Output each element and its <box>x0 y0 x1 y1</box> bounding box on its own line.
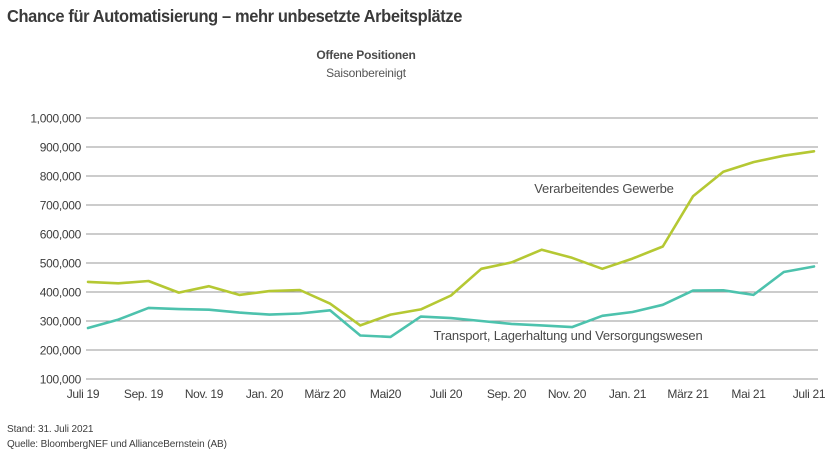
x-tick-label: Sep. 19 <box>124 387 164 401</box>
y-tick-label: 500,000 <box>40 257 82 271</box>
x-tick-label: März 20 <box>304 387 346 401</box>
x-tick-label: Nov. 19 <box>185 387 224 401</box>
x-tick-label: Jan. 21 <box>609 387 647 401</box>
x-tick-label: Mai20 <box>370 387 402 401</box>
source-text: Quelle: BloombergNEF und AllianceBernste… <box>7 439 227 450</box>
series-label-transport: Transport, Lagerhaltung und Versorgungsw… <box>433 328 703 343</box>
x-tick-label: Jan. 20 <box>246 387 284 401</box>
x-tick-label: Mai 21 <box>731 387 766 401</box>
y-tick-label: 700,000 <box>40 199 82 213</box>
x-tick-label: Sep. 20 <box>487 387 527 401</box>
x-tick-label: Juli 19 <box>67 387 100 401</box>
series-label-verarbeitendes-gewerbe: Verarbeitendes Gewerbe <box>534 181 674 196</box>
y-tick-label: 100,000 <box>40 373 82 387</box>
y-axis-labels: 100,000 200,000 300,000 400,000 500,000 600,0… <box>30 112 82 387</box>
page-title: Chance für Automatisierung – mehr unbese… <box>7 6 463 26</box>
y-tick-label: 300,000 <box>40 315 82 329</box>
series-lines <box>86 150 816 339</box>
y-tick-label: 200,000 <box>40 344 82 358</box>
y-tick-label: 1,000,000 <box>30 112 81 126</box>
x-tick-label: Nov. 20 <box>548 387 587 401</box>
x-tick-label: März 21 <box>667 387 709 401</box>
y-tick-label: 600,000 <box>40 228 82 242</box>
series-line-transport <box>86 265 816 339</box>
chart-subtitle-main: Offene Positionen <box>316 48 416 62</box>
x-tick-label: Juli 20 <box>430 387 463 401</box>
series-line-verarbeitendes-gewerbe <box>86 150 816 327</box>
gridlines <box>86 117 818 380</box>
x-tick-label: Juli 21 <box>793 387 826 401</box>
y-tick-label: 800,000 <box>40 170 82 184</box>
as-of-date-text: Stand: 31. Juli 2021 <box>7 424 94 435</box>
y-tick-label: 900,000 <box>40 141 82 155</box>
chart-subtitle-sub: Saisonbereinigt <box>326 66 406 80</box>
y-tick-label: 400,000 <box>40 286 82 300</box>
x-axis-labels: Juli 19 Sep. 19 Nov. 19 Jan. 20 März 20 Mai20… <box>67 387 827 401</box>
